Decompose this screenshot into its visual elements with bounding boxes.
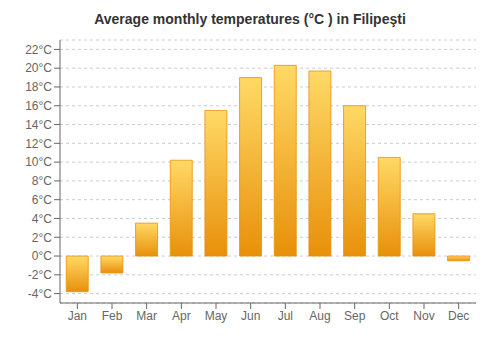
svg-text:-4°C: -4°C	[28, 287, 52, 301]
svg-text:May: May	[205, 309, 228, 323]
svg-text:2°C: 2°C	[32, 231, 52, 245]
svg-text:Jul: Jul	[278, 309, 293, 323]
svg-text:12°C: 12°C	[25, 137, 52, 151]
svg-text:Jan: Jan	[68, 309, 87, 323]
svg-text:6°C: 6°C	[32, 193, 52, 207]
html-text:Average monthly temperatures (: Average monthly temperatures (°C ) in Fi…	[94, 11, 406, 27]
svg-text:Mar: Mar	[136, 309, 157, 323]
svg-text:Oct: Oct	[380, 309, 399, 323]
svg-text:Aug: Aug	[309, 309, 330, 323]
svg-text:14°C: 14°C	[25, 118, 52, 132]
svg-text:10°C: 10°C	[25, 155, 52, 169]
svg-text:4°C: 4°C	[32, 212, 52, 226]
svg-text:Dec: Dec	[448, 309, 469, 323]
svg-text:Jun: Jun	[241, 309, 260, 323]
svg-text:8°C: 8°C	[32, 174, 52, 188]
svg-text:16°C: 16°C	[25, 99, 52, 113]
svg-text:-2°C: -2°C	[28, 268, 52, 282]
svg-text:Feb: Feb	[102, 309, 123, 323]
svg-text:Nov: Nov	[413, 309, 434, 323]
svg-text:22°C: 22°C	[25, 43, 52, 57]
svg-text:0°C: 0°C	[32, 249, 52, 263]
svg-text:20°C: 20°C	[25, 61, 52, 75]
svg-text:Sep: Sep	[344, 309, 366, 323]
svg-text:Apr: Apr	[172, 309, 191, 323]
svg-text:18°C: 18°C	[25, 80, 52, 94]
